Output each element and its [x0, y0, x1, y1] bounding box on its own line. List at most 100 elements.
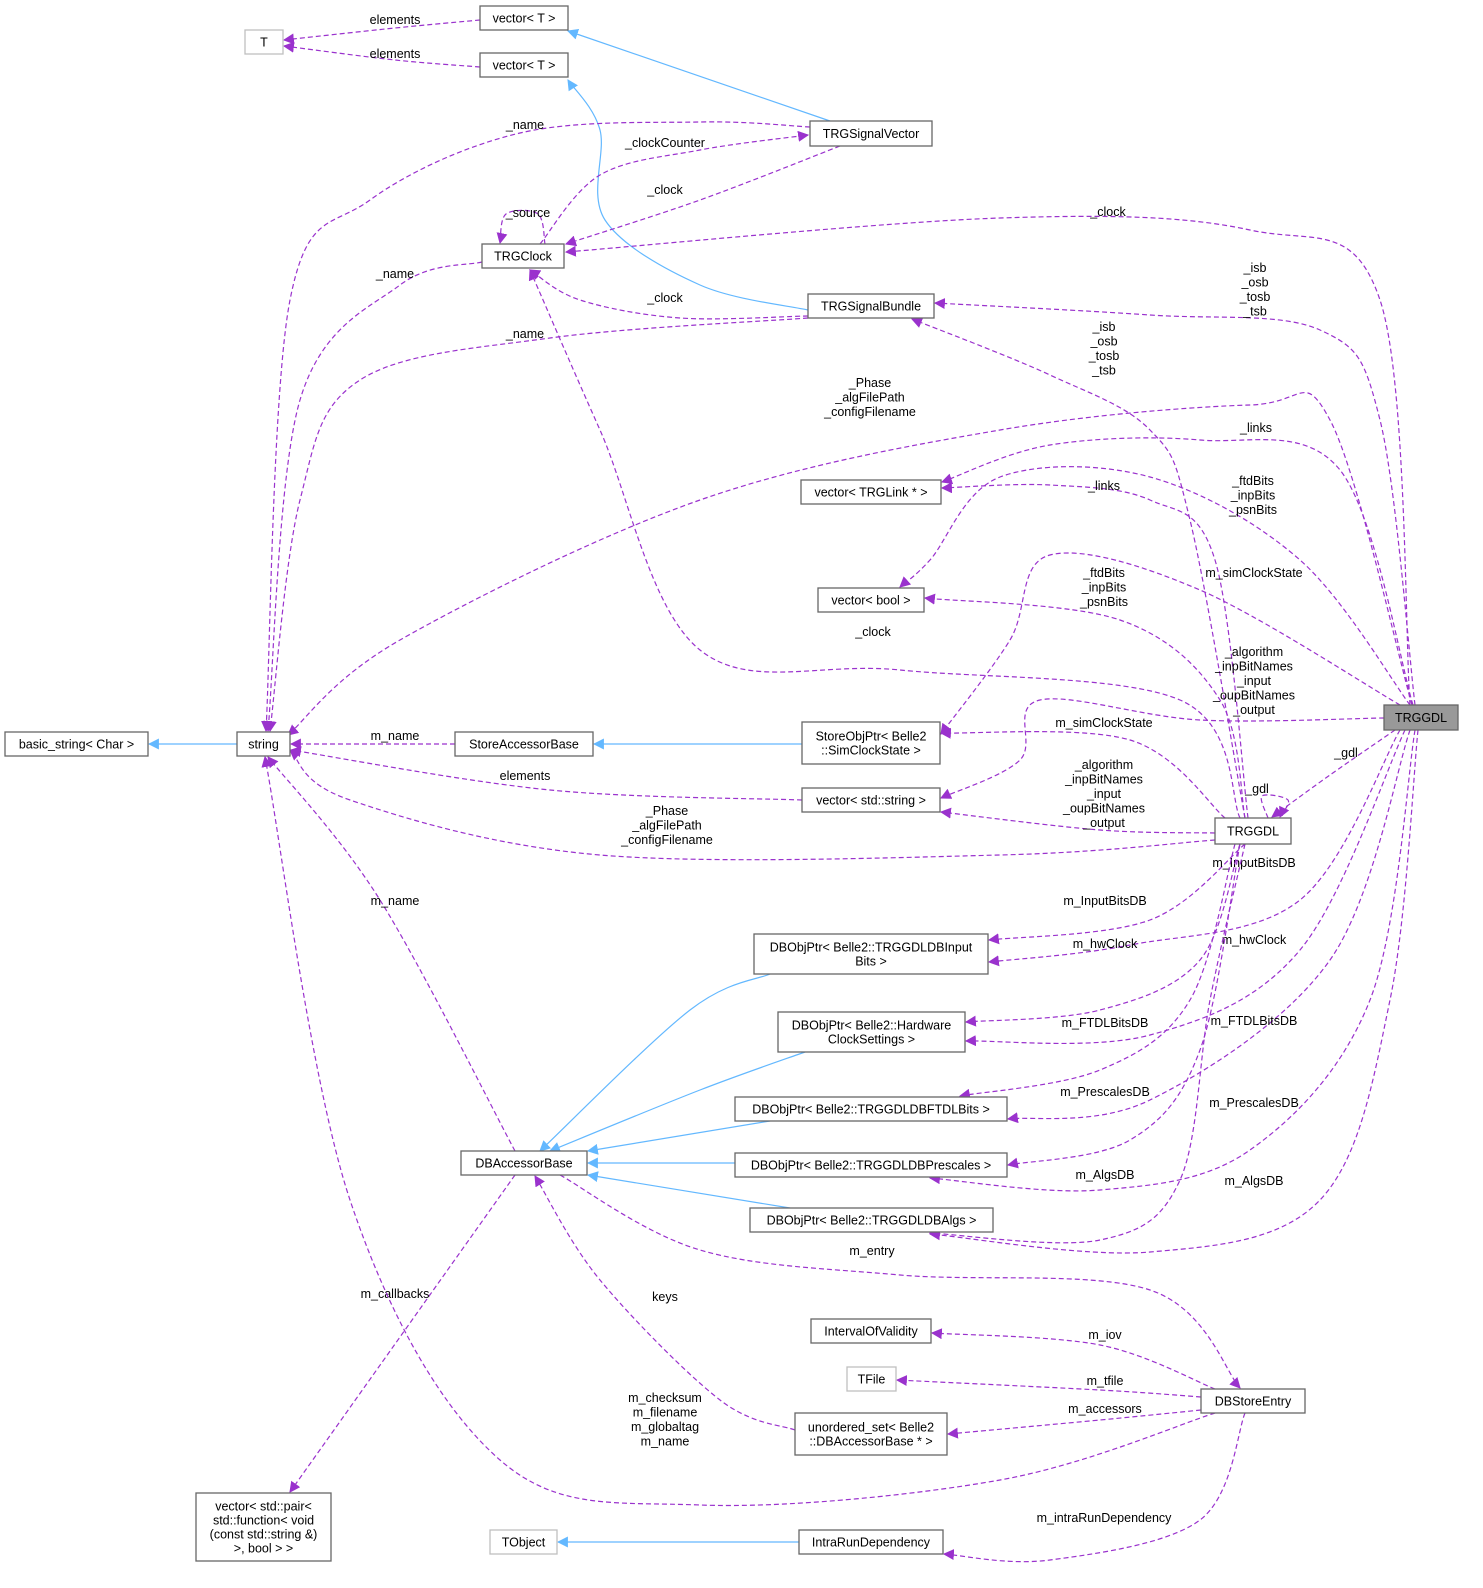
member-edge-gdl2-to-storeobj: m_simClockState — [939, 716, 1226, 819]
edge-label: m_simClockState — [1055, 716, 1152, 730]
edge-label: m_checksum — [628, 1391, 702, 1405]
edge-line — [282, 19, 481, 45]
class-node-sab[interactable]: StoreAccessorBase — [454, 731, 594, 757]
member-edge-vstr-to-str: elements — [289, 746, 803, 801]
member-edge-gdl2-to-vbool: _ftdBits_inpBits_psnBits — [923, 566, 1246, 819]
inheritance-edge-dbhw-to-dbab — [548, 1051, 806, 1153]
edge-line — [289, 749, 1216, 861]
edge-line — [559, 1174, 1241, 1389]
member-edge-gdl-to-dbftdl: m_FTDLBitsDB — [1006, 729, 1411, 1124]
member-edge-dbab-to-vpair: m_callbacks — [289, 1174, 516, 1493]
class-node-dbalg[interactable]: DBObjPtr< Belle2::TRGGDLDBAlgs > — [749, 1207, 994, 1233]
class-name: ::SimClockState > — [821, 744, 921, 758]
class-name: vector< T > — [493, 59, 556, 73]
edge-label: _clock — [646, 183, 683, 197]
class-name: vector< std::string > — [816, 794, 926, 808]
member-edge-clock-to-str: _name — [263, 261, 483, 733]
class-box — [749, 1207, 994, 1233]
edge-label: _Phase — [645, 804, 688, 818]
class-node-uset[interactable]: unordered_set< Belle2::DBAccessorBase * … — [794, 1412, 948, 1456]
edge-line — [564, 215, 1411, 706]
class-node-bundle[interactable]: TRGSignalBundle — [807, 293, 935, 319]
edges: elements elements _name _clockCounter _clock… — [147, 13, 1419, 1563]
class-name: vector< std::pair< — [215, 1500, 312, 1514]
edge-label: _output — [1082, 816, 1125, 830]
class-name: DBObjPtr< Belle2::TRGGDLDBInput — [770, 941, 973, 955]
member-edge-gdl-to-dbin: m_InputBitsDB — [987, 729, 1401, 967]
edge-line — [1271, 729, 1396, 818]
edge-label: m_intraRunDependency — [1037, 1511, 1173, 1525]
class-box — [734, 1096, 1008, 1122]
edge-label: m_FTDLBitsDB — [1062, 1016, 1149, 1030]
member-edge-clock-to-sigvec: _clockCounter — [539, 130, 810, 245]
edge-label: m_AlgsDB — [1075, 1168, 1134, 1182]
class-box — [801, 721, 941, 765]
class-node-tfile[interactable]: TFile — [846, 1366, 897, 1392]
member-edge-gdl-to-storeobj: m_simClockState — [940, 552, 1401, 735]
member-edge-dbse-to-intra: m_intraRunDependency — [942, 1412, 1246, 1563]
class-node-vbool[interactable]: vector< bool > — [817, 587, 925, 613]
class-node-sigvec[interactable]: TRGSignalVector — [809, 120, 933, 147]
member-edge-sigvec-to-clock: _clock — [564, 145, 841, 247]
class-node-vpair[interactable]: vector< std::pair<std::function< void(co… — [195, 1492, 332, 1562]
class-node-T[interactable]: T — [244, 29, 284, 55]
inheritance-edge-bundle-to-vecT2 — [567, 79, 809, 311]
class-node-gdl2[interactable]: TRGGDL — [1214, 817, 1292, 845]
class-node-vstr[interactable]: vector< std::string > — [801, 787, 941, 813]
class-box — [809, 120, 933, 147]
edge-label: _osb — [1240, 276, 1268, 290]
class-node-iov[interactable]: IntervalOfValidity — [810, 1318, 932, 1344]
class-name: DBObjPtr< Belle2::TRGGDLDBAlgs > — [767, 1214, 977, 1228]
class-node-gdl[interactable]: TRGGDL — [1383, 704, 1459, 731]
class-node-vecT1[interactable]: vector< T > — [479, 5, 569, 31]
edge-label: _oupBitNames — [1062, 802, 1145, 816]
class-box — [479, 52, 569, 78]
class-node-clock[interactable]: TRGClock — [481, 243, 565, 269]
edge-line — [928, 729, 1419, 1254]
edge-line — [1006, 729, 1411, 1124]
class-box — [798, 1529, 944, 1555]
class-name: ClockSettings > — [828, 1033, 915, 1047]
member-edge-gdl-to-str: _Phase_algFilePath_configFilename — [287, 376, 1413, 736]
edge-label: m_callbacks — [361, 1287, 430, 1301]
class-node-dbhw[interactable]: DBObjPtr< Belle2::HardwareClockSettings … — [777, 1011, 966, 1053]
class-node-vlink[interactable]: vector< TRGLink * > — [800, 479, 942, 505]
class-node-dbpre[interactable]: DBObjPtr< Belle2::TRGGDLDBPrescales > — [734, 1152, 1008, 1178]
edge-label: _algorithm — [1224, 645, 1283, 659]
edge-line — [496, 209, 546, 245]
edge-line — [987, 729, 1401, 967]
class-box — [4, 731, 149, 757]
edge-label: _clock — [1089, 205, 1126, 219]
member-edge-uset-to-dbab: keys — [534, 1175, 796, 1431]
class-node-storeobj[interactable]: StoreObjPtr< Belle2::SimClockState > — [801, 721, 941, 765]
edge-line — [942, 1412, 1246, 1563]
class-node-intra[interactable]: IntraRunDependency — [798, 1529, 944, 1555]
class-node-dbse[interactable]: DBStoreEntry — [1200, 1388, 1306, 1414]
class-name: TFile — [858, 1373, 886, 1387]
class-node-str[interactable]: string — [236, 731, 291, 757]
class-box — [1214, 817, 1292, 845]
edge-line — [933, 298, 1416, 706]
edge-label: m_FTDLBitsDB — [1211, 1014, 1298, 1028]
edge-label: _osb — [1089, 335, 1117, 349]
edge-line — [964, 843, 1241, 1027]
class-node-dbftdl[interactable]: DBObjPtr< Belle2::TRGGDLDBFTDLBits > — [734, 1096, 1008, 1122]
member-edge-gdl2-to-dbin: m_InputBitsDB — [987, 843, 1246, 945]
edge-label: m_InputBitsDB — [1063, 894, 1146, 908]
edge-line — [899, 466, 1411, 706]
class-name: TObject — [502, 1536, 546, 1550]
edge-line — [289, 1174, 516, 1493]
member-edge-gdl2-to-clock: _clock — [528, 268, 1241, 819]
class-node-dbab[interactable]: DBAccessorBase — [460, 1150, 588, 1176]
edge-label: m_filename — [633, 1406, 698, 1420]
edge-line — [539, 130, 810, 245]
class-node-tobj[interactable]: TObject — [489, 1529, 558, 1555]
edge-label: _tsb — [1242, 305, 1267, 319]
class-box — [454, 731, 594, 757]
class-node-vecT2[interactable]: vector< T > — [479, 52, 569, 78]
class-node-bstr[interactable]: basic_string< Char > — [4, 731, 149, 757]
edge-label: _algFilePath — [631, 819, 702, 833]
